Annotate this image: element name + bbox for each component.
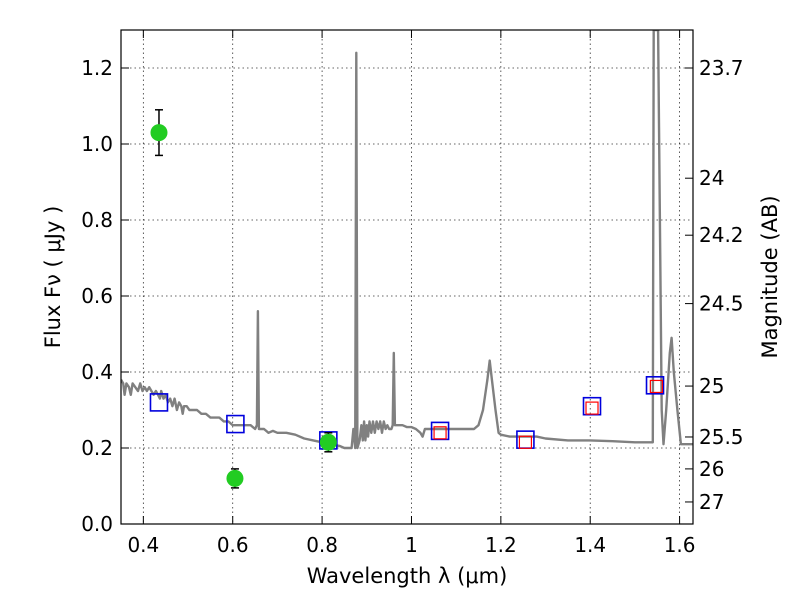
model-photometry-alt-square [649,379,663,394]
y-axis-title: Flux Fν ( μJy ) [41,206,65,349]
model-photometry-square [430,421,450,441]
model-photometry-alt-square [585,401,599,415]
observed-points-layer [150,109,337,489]
x-tick-label: 0.4 [127,533,159,557]
y-tick-label: 0.8 [81,208,113,232]
x-tick-label: 1.6 [664,533,696,557]
x-tick-label: 1.2 [485,533,517,557]
x-axis-title: Wavelength λ (μm) [307,564,508,588]
y-tick-label: 1.0 [81,132,113,156]
model-photometry-alt-square [433,426,447,440]
y-tick-label: 0.4 [81,360,113,384]
y-tick-label: 0.2 [81,436,113,460]
model-photometry-square [149,393,169,412]
plot-frame [120,29,694,525]
right-tick-label: 25.5 [699,425,744,449]
right-tick-label: 27 [699,490,724,514]
sed-model-line [121,30,693,450]
x-tick-label: 1.4 [574,533,606,557]
x-tick-label: 0.6 [217,533,249,557]
x-tick-label: 1 [405,533,418,557]
grid-lines [121,30,693,525]
model-photometry-layer [149,375,665,450]
model-photometry-square [645,375,665,395]
right-tick-label: 26 [699,457,724,481]
observed-point [150,124,168,142]
right-tick-label: 24.5 [699,292,744,316]
model-photometry-alt-square [518,435,533,449]
x-tick-label: 0.8 [306,533,338,557]
observed-point [319,433,337,451]
y-tick-label: 0.6 [81,284,113,308]
sed-model-layer [121,30,693,450]
y-tick-label: 1.2 [81,56,113,80]
right-axis-title: Magnitude (AB) [758,195,782,358]
right-tick-label: 24 [699,166,724,190]
model-photometry-square [226,414,245,434]
model-photometry-square [582,396,602,416]
observed-point [226,469,244,487]
right-tick-label: 24.2 [699,223,744,247]
y-tick-label: 0.0 [81,512,113,536]
right-tick-label: 23.7 [699,56,744,80]
right-tick-label: 25 [699,374,724,398]
axis-ticks: 0.4 0.6 0.8 1 1.2 1.4 1.6 0.0 0.2 0.4 0.6 0.8 1.0 1.2… [81,30,744,557]
